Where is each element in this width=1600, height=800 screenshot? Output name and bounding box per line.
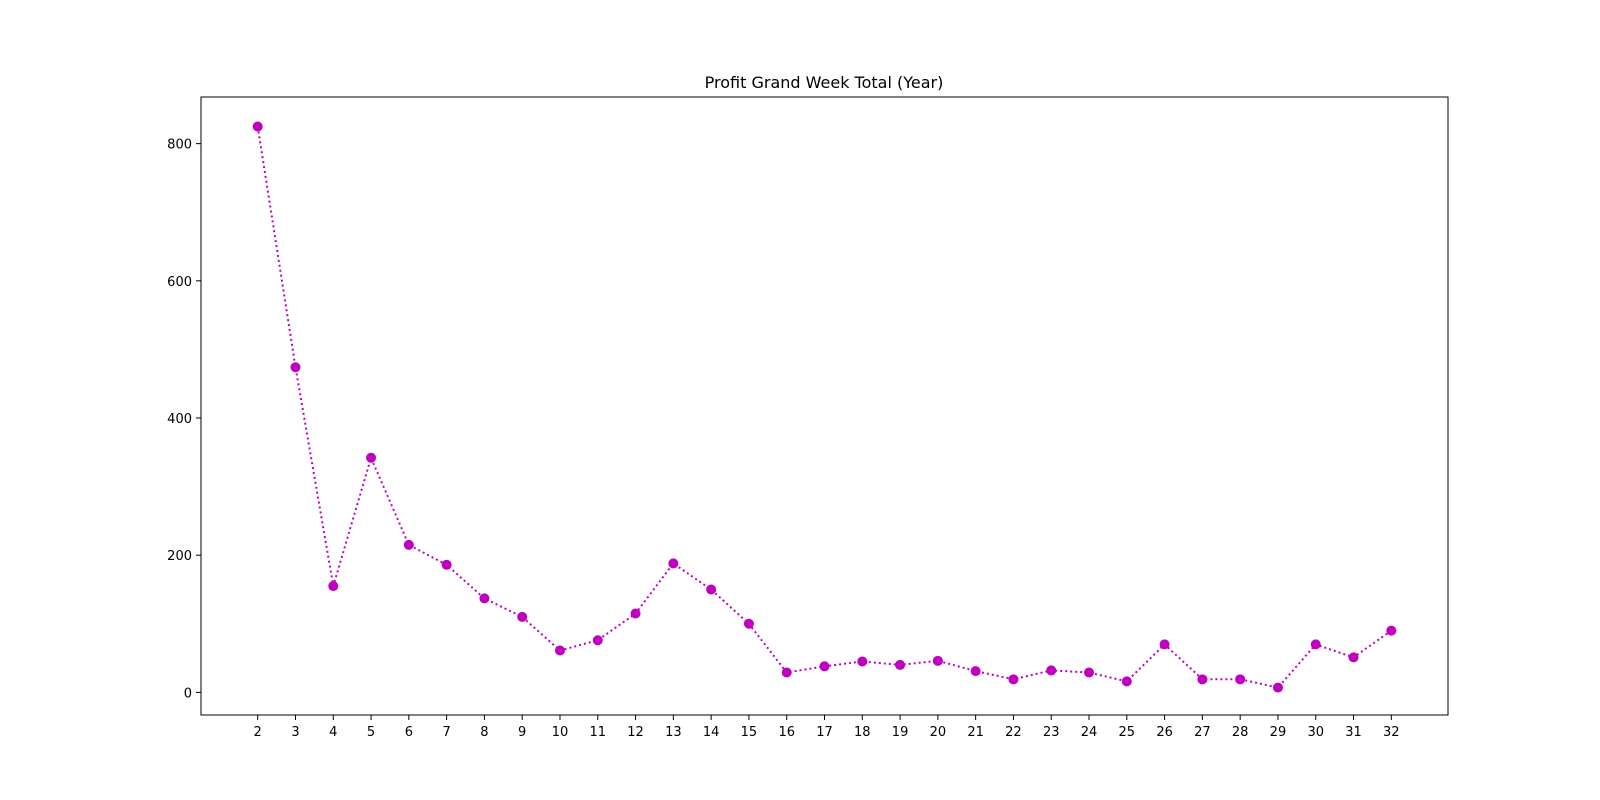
x-tick-label: 32 [1383,725,1400,740]
x-tick-label: 7 [442,725,450,740]
data-point [1046,665,1057,676]
data-point [517,611,528,622]
x-tick-label: 2 [254,725,262,740]
data-point [630,608,641,619]
data-point [366,452,377,463]
y-axis: 0 200 400 600 800 [167,138,201,701]
x-tick-label: 22 [1005,725,1022,740]
data-point [1235,674,1246,685]
x-tick-label: 26 [1156,725,1173,740]
data-point [1084,667,1095,678]
x-tick-label: 21 [967,725,984,740]
x-tick-label: 10 [552,725,569,740]
x-tick-label: 30 [1307,725,1324,740]
x-tick-label: 13 [665,725,682,740]
x-tick-label: 15 [741,725,758,740]
x-tick-label: 8 [480,725,488,740]
data-point [932,655,943,666]
x-tick-label: 25 [1119,725,1136,740]
x-tick-label: 3 [291,725,299,740]
data-point [743,618,754,629]
x-tick-label: 5 [367,725,375,740]
y-tick-label: 400 [167,412,192,427]
x-tick-label: 18 [854,725,871,740]
x-tick-label: 31 [1345,725,1362,740]
x-tick-label: 4 [329,725,337,740]
series-points [252,121,1397,693]
data-point [819,661,830,672]
x-tick-label: 16 [778,725,795,740]
data-point [668,558,679,569]
data-point [403,539,414,550]
x-tick-label: 17 [816,725,833,740]
data-point [1310,639,1321,650]
x-tick-label: 20 [930,725,947,740]
x-axis: 2 3 4 5 6 7 8 9 10 11 12 13 14 15 16 17 18 19 20 21 22 23 24 25… [254,715,1400,740]
data-point [1197,674,1208,685]
data-point [592,635,603,646]
y-tick-label: 800 [167,138,192,153]
data-point [895,659,906,670]
data-point [706,584,717,595]
x-tick-label: 6 [405,725,413,740]
data-point [479,593,490,604]
data-point [1386,625,1397,636]
y-tick-label: 200 [167,549,192,564]
data-point [781,667,792,678]
x-tick-label: 27 [1194,725,1211,740]
data-point [1272,682,1283,693]
data-point [252,121,263,132]
x-tick-label: 11 [589,725,606,740]
data-point [970,666,981,677]
x-tick-label: 28 [1232,725,1249,740]
data-point [441,559,452,570]
data-point [1159,639,1170,650]
x-tick-label: 23 [1043,725,1060,740]
data-point [554,645,565,656]
data-point [857,656,868,667]
x-tick-label: 14 [703,725,720,740]
chart-title: Profit Grand Week Total (Year) [705,73,944,92]
data-point [1008,674,1019,685]
x-tick-label: 29 [1270,725,1287,740]
y-tick-label: 600 [167,275,192,290]
x-tick-label: 9 [518,725,526,740]
y-tick-label: 0 [184,686,192,701]
data-point [328,581,339,592]
data-point [1348,652,1359,663]
data-point [1121,676,1132,687]
x-tick-label: 19 [892,725,909,740]
x-tick-label: 12 [627,725,644,740]
x-tick-label: 24 [1081,725,1098,740]
data-point [290,362,301,373]
